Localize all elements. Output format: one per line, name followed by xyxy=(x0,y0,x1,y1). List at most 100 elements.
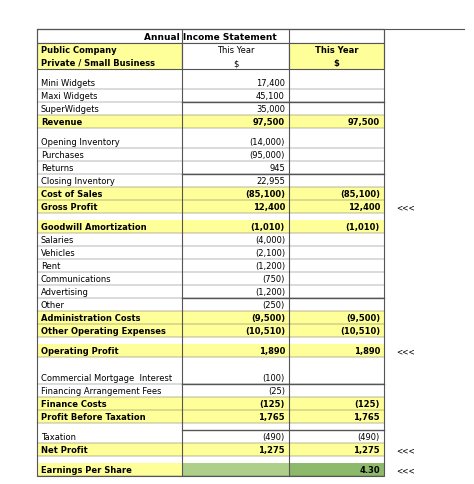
Bar xyxy=(37,162,384,175)
Text: $: $ xyxy=(334,59,339,68)
Bar xyxy=(289,463,384,476)
Bar xyxy=(37,371,384,384)
Text: 45,100: 45,100 xyxy=(256,92,285,101)
Text: Profit Before Taxation: Profit Before Taxation xyxy=(41,412,146,421)
Text: This Year: This Year xyxy=(315,46,358,55)
Bar xyxy=(182,463,289,476)
Bar xyxy=(37,364,384,371)
Bar xyxy=(37,103,384,116)
Text: 945: 945 xyxy=(269,164,285,173)
Bar xyxy=(37,337,384,344)
Text: 17,400: 17,400 xyxy=(256,79,285,88)
Bar xyxy=(37,324,384,337)
Text: <<<: <<< xyxy=(396,346,415,355)
Text: 4.30: 4.30 xyxy=(359,465,380,474)
Text: 12,400: 12,400 xyxy=(347,203,380,212)
Text: 97,500: 97,500 xyxy=(348,118,380,127)
Bar xyxy=(37,116,384,129)
Text: (1,010): (1,010) xyxy=(346,223,380,231)
Text: 1,765: 1,765 xyxy=(258,412,285,421)
Text: Private / Small Business: Private / Small Business xyxy=(41,59,155,68)
Text: SuperWidgets: SuperWidgets xyxy=(41,105,100,114)
Bar xyxy=(37,357,384,364)
Bar xyxy=(37,463,182,476)
Text: 1,890: 1,890 xyxy=(259,346,285,355)
Bar xyxy=(37,272,384,286)
Text: Other Operating Expenses: Other Operating Expenses xyxy=(41,326,166,335)
Text: Net Profit: Net Profit xyxy=(41,445,88,454)
Bar xyxy=(37,175,384,188)
Bar xyxy=(37,423,384,430)
Bar xyxy=(37,246,384,259)
Text: $: $ xyxy=(233,59,238,68)
Bar xyxy=(37,129,384,136)
Bar xyxy=(37,344,384,357)
Bar xyxy=(37,136,384,149)
Text: Cost of Sales: Cost of Sales xyxy=(41,190,102,198)
Text: (2,100): (2,100) xyxy=(255,248,285,257)
Bar xyxy=(37,30,384,44)
Text: <<<: <<< xyxy=(396,203,415,212)
Bar xyxy=(37,30,384,476)
Text: (750): (750) xyxy=(263,274,285,284)
Bar xyxy=(37,397,384,410)
Bar xyxy=(37,430,384,443)
Text: 1,275: 1,275 xyxy=(258,445,285,454)
Text: (1,200): (1,200) xyxy=(255,287,285,296)
Bar xyxy=(37,221,384,233)
Text: Communications: Communications xyxy=(41,274,111,284)
Bar xyxy=(37,44,182,70)
Text: Salaries: Salaries xyxy=(41,236,74,244)
Bar xyxy=(37,149,384,162)
Text: Returns: Returns xyxy=(41,164,73,173)
Bar xyxy=(37,90,384,103)
Text: Gross Profit: Gross Profit xyxy=(41,203,98,212)
Text: (14,000): (14,000) xyxy=(250,138,285,147)
Text: Public Company: Public Company xyxy=(41,46,117,55)
Bar xyxy=(182,44,289,70)
Bar xyxy=(37,456,384,463)
Text: (10,510): (10,510) xyxy=(245,326,285,335)
Text: Other: Other xyxy=(41,301,65,309)
Text: 1,275: 1,275 xyxy=(354,445,380,454)
Bar xyxy=(37,311,384,324)
Text: (125): (125) xyxy=(260,399,285,408)
Text: 1,890: 1,890 xyxy=(354,346,380,355)
Text: 97,500: 97,500 xyxy=(253,118,285,127)
Text: (1,010): (1,010) xyxy=(251,223,285,231)
Bar xyxy=(289,44,384,70)
Text: (10,510): (10,510) xyxy=(340,326,380,335)
Text: (4,000): (4,000) xyxy=(255,236,285,244)
Bar xyxy=(37,77,384,90)
Bar xyxy=(37,200,384,213)
Text: Mini Widgets: Mini Widgets xyxy=(41,79,95,88)
Text: (85,100): (85,100) xyxy=(340,190,380,198)
Text: Vehicles: Vehicles xyxy=(41,248,76,257)
Text: (1,200): (1,200) xyxy=(255,261,285,271)
Text: (490): (490) xyxy=(263,432,285,441)
Text: Commercial Mortgage  Interest: Commercial Mortgage Interest xyxy=(41,373,172,382)
Text: Purchases: Purchases xyxy=(41,151,84,160)
Text: (25): (25) xyxy=(268,386,285,395)
Text: Rent: Rent xyxy=(41,261,60,271)
Text: Closing Inventory: Closing Inventory xyxy=(41,177,115,186)
Bar xyxy=(37,259,384,272)
Text: (100): (100) xyxy=(263,373,285,382)
Text: (490): (490) xyxy=(358,432,380,441)
Bar xyxy=(37,298,384,311)
Text: (9,500): (9,500) xyxy=(346,313,380,322)
Text: Opening Inventory: Opening Inventory xyxy=(41,138,120,147)
Bar xyxy=(37,188,384,200)
Text: This Year: This Year xyxy=(217,46,254,55)
Text: <<<: <<< xyxy=(396,465,415,474)
Bar xyxy=(37,443,384,456)
Text: Maxi Widgets: Maxi Widgets xyxy=(41,92,98,101)
Text: Administration Costs: Administration Costs xyxy=(41,313,140,322)
Text: 12,400: 12,400 xyxy=(253,203,285,212)
Bar xyxy=(37,70,384,77)
Bar xyxy=(37,286,384,298)
Text: Advertising: Advertising xyxy=(41,287,89,296)
Text: 1,765: 1,765 xyxy=(354,412,380,421)
Text: 35,000: 35,000 xyxy=(256,105,285,114)
Text: (95,000): (95,000) xyxy=(250,151,285,160)
